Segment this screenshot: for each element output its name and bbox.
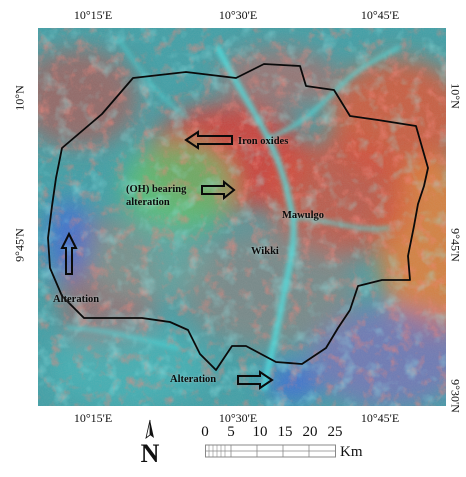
label-iron-oxides: Iron oxides bbox=[238, 136, 289, 147]
right-lat-label-3: 9°30'N bbox=[448, 379, 463, 413]
north-arrow-icon: N bbox=[141, 419, 160, 468]
label-alteration-bottom: Alteration bbox=[170, 374, 217, 385]
scale-unit: Km bbox=[340, 444, 363, 460]
scale-bar-graphic bbox=[205, 444, 336, 458]
label-mawulgo: Mawulgo bbox=[282, 210, 324, 221]
top-lon-label-1: 10°15'E bbox=[73, 8, 113, 22]
scale-tick-20: 20 bbox=[302, 424, 318, 440]
study-area-boundary bbox=[47, 63, 429, 371]
label-wikki: Wikki bbox=[251, 246, 279, 257]
iron-oxides-arrow bbox=[184, 130, 233, 150]
right-lat-label-1: 10°N bbox=[448, 83, 463, 109]
scale-tick-25: 25 bbox=[327, 424, 343, 440]
top-lon-label-3: 10°45'E bbox=[360, 8, 400, 22]
label-oh-bearing-line2: alteration bbox=[126, 197, 170, 208]
alteration-left-arrow bbox=[60, 231, 78, 275]
scale-tick-10: 10 bbox=[252, 424, 268, 440]
bottom-lon-label-2: 10°30'E bbox=[218, 411, 258, 425]
top-lon-label-2: 10°30'E bbox=[218, 8, 258, 22]
label-oh-bearing-line1: (OH) bearing bbox=[126, 184, 187, 195]
satellite-image-svg bbox=[38, 28, 446, 406]
image-grain bbox=[38, 28, 446, 406]
annotation-arrows bbox=[60, 130, 274, 390]
scale-tick-5: 5 bbox=[227, 424, 235, 440]
label-alteration-left: Alteration bbox=[53, 294, 100, 305]
bottom-lon-label-3: 10°45'E bbox=[360, 411, 400, 425]
alteration-bottom-arrow bbox=[237, 370, 274, 390]
oh-bearing-arrow bbox=[201, 179, 236, 201]
scale-tick-15: 15 bbox=[277, 424, 293, 440]
left-lat-label-2: 9°45'N bbox=[12, 228, 27, 262]
right-lat-label-2: 9°45'N bbox=[448, 228, 463, 262]
satellite-image bbox=[38, 28, 446, 406]
left-lat-label-1: 10°N bbox=[12, 85, 27, 111]
scale-tick-0: 0 bbox=[201, 424, 209, 440]
bottom-lon-label-1: 10°15'E bbox=[73, 411, 113, 425]
north-letter: N bbox=[141, 439, 160, 468]
